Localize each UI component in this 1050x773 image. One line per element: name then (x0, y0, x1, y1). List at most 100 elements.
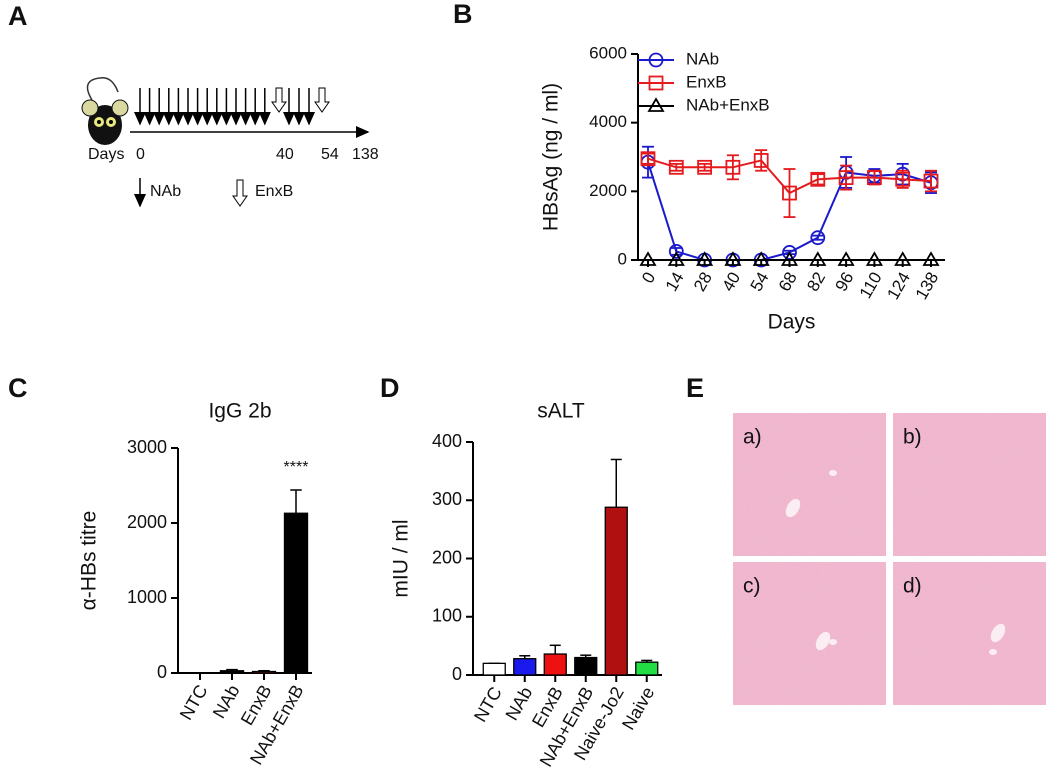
y-axis-label: HBsAg (ng / ml) (540, 83, 563, 231)
histology-grid: a) b) c) d) (733, 413, 1046, 705)
mouse-icon (81, 77, 129, 145)
y-tick-label: 6000 (589, 43, 627, 62)
marker (865, 251, 883, 266)
y-tick-label: 1000 (127, 587, 167, 607)
chart-title: sALT (537, 400, 585, 423)
y-tick-label: 400 (432, 431, 462, 451)
x-tick-label: NTC (176, 681, 212, 723)
marker (668, 159, 684, 175)
vessel (990, 623, 1006, 643)
bar (251, 670, 277, 674)
histology-image (733, 413, 886, 556)
y-tick-label: 100 (432, 606, 462, 626)
x-tick-label: 28 (690, 269, 716, 295)
x-tick-label: 54 (747, 269, 773, 295)
error-bar (698, 162, 711, 172)
marker (647, 97, 665, 112)
marker (782, 245, 797, 260)
panel-label: B (453, 0, 473, 29)
bar (219, 670, 245, 674)
tick-label: 40 (276, 146, 294, 163)
error-bar (290, 489, 302, 514)
panel-label: D (380, 373, 400, 403)
y-tick-label: 2000 (589, 181, 627, 200)
y-tick-label: 4000 (589, 112, 627, 131)
bar (513, 658, 537, 676)
bar (574, 656, 598, 676)
y-tick-label: 0 (618, 249, 627, 268)
legend-label: NAb (686, 49, 719, 68)
vessel (785, 498, 801, 518)
legend-label: EnxB (686, 72, 727, 91)
marker (810, 171, 826, 187)
marker (922, 251, 940, 266)
marker (697, 159, 712, 175)
legend-arrow (232, 179, 248, 207)
error-bar (610, 458, 622, 508)
image-label: b) (903, 426, 922, 449)
image-label: a) (743, 426, 762, 449)
error-bar (549, 644, 561, 655)
image-label: c) (743, 575, 761, 598)
dose-arrows (134, 87, 330, 126)
y-axis-label: α-HBs titre (78, 511, 101, 611)
bar (635, 661, 659, 676)
vessel (829, 470, 837, 476)
error-bar (811, 234, 824, 241)
x-tick-label: 124 (883, 269, 914, 303)
tick-label: 54 (321, 146, 339, 163)
marker (639, 251, 657, 266)
marker (867, 170, 882, 186)
panel-label: A (8, 1, 28, 31)
y-axis-label: mIU / ml (390, 519, 413, 597)
marker (810, 230, 826, 246)
x-tick-label: 0 (638, 269, 659, 287)
error-bar (642, 152, 654, 165)
bar (543, 653, 567, 676)
panel-label: C (8, 373, 28, 403)
vessel (815, 631, 831, 651)
marker (837, 251, 855, 266)
bar (283, 512, 309, 674)
error-bar (783, 168, 796, 218)
histology-image (893, 562, 1046, 705)
marker (696, 251, 714, 266)
x-tick-label: 68 (775, 269, 801, 295)
x-axis-label: Days (768, 311, 816, 334)
x-tick-label: NTC (470, 683, 506, 725)
schedule-diagram: Days 0 40 54 138 NAb EnxB (81, 77, 379, 208)
marker (780, 251, 799, 266)
marker (894, 251, 912, 266)
marker (753, 153, 769, 168)
error-bar (840, 164, 853, 191)
marker (668, 244, 684, 259)
marker (648, 52, 664, 68)
y-tick-label: 200 (432, 547, 462, 567)
image-label: d) (903, 575, 922, 598)
marker (752, 251, 770, 266)
y-tick-label: 0 (157, 662, 167, 682)
histology-image (733, 562, 886, 705)
marker (640, 151, 656, 167)
histology-image (893, 413, 1046, 556)
error-bar (670, 162, 683, 172)
marker (838, 170, 854, 186)
dose-arrow-hollow (314, 87, 330, 113)
axis-label: Days (88, 146, 124, 163)
marker (648, 75, 664, 91)
legend-label: NAb+EnxB (686, 95, 770, 114)
chart-title: IgG 2b (208, 400, 271, 423)
x-tick-label: 82 (803, 269, 829, 295)
y-tick-label: 2000 (127, 512, 167, 532)
x-tick-label: 40 (718, 269, 744, 295)
x-tick-label: 138 (912, 269, 943, 303)
error-bar (811, 173, 824, 186)
tick-label: 138 (352, 146, 379, 163)
bar (604, 506, 628, 676)
error-bar (726, 154, 739, 181)
x-tick-label: 96 (832, 269, 858, 295)
